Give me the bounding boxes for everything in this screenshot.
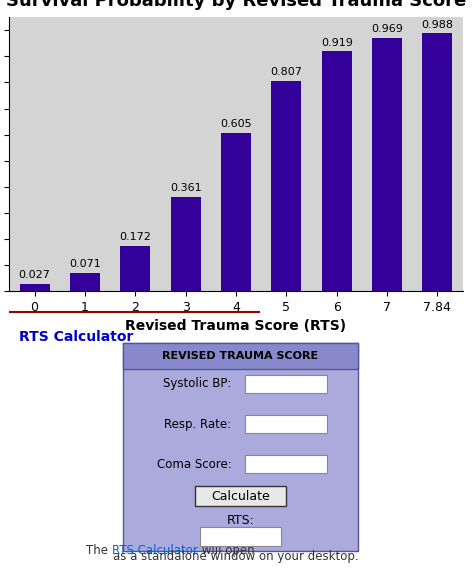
- Text: RTS Calculator: RTS Calculator: [112, 544, 198, 557]
- Text: will open: will open: [198, 544, 255, 557]
- Title: Survival Probability by Revised Trauma Score: Survival Probability by Revised Trauma S…: [6, 0, 466, 10]
- FancyBboxPatch shape: [123, 343, 358, 369]
- FancyBboxPatch shape: [200, 527, 281, 546]
- Text: 0.605: 0.605: [220, 119, 252, 130]
- Bar: [120, 246, 151, 291]
- FancyBboxPatch shape: [245, 415, 327, 433]
- Bar: [19, 284, 50, 291]
- Text: REVISED TRAUMA SCORE: REVISED TRAUMA SCORE: [162, 351, 319, 361]
- Text: 0.027: 0.027: [19, 270, 51, 280]
- Bar: [170, 197, 201, 291]
- FancyBboxPatch shape: [195, 487, 286, 506]
- Text: Resp. Rate:: Resp. Rate:: [164, 418, 231, 430]
- Text: 0.919: 0.919: [321, 37, 353, 48]
- Text: The: The: [86, 544, 112, 557]
- Bar: [271, 81, 302, 291]
- Text: Systolic BP:: Systolic BP:: [163, 377, 231, 390]
- X-axis label: Revised Trauma Score (RTS): Revised Trauma Score (RTS): [126, 319, 346, 334]
- Text: 0.071: 0.071: [69, 259, 101, 268]
- Text: Calculate: Calculate: [211, 490, 270, 503]
- Text: 0.969: 0.969: [371, 25, 403, 35]
- Bar: [70, 272, 100, 291]
- Text: 0.807: 0.807: [270, 67, 302, 77]
- FancyBboxPatch shape: [245, 374, 327, 393]
- Bar: [221, 133, 251, 291]
- Text: RTS Calculator: RTS Calculator: [18, 331, 133, 344]
- Bar: [321, 51, 352, 291]
- Text: 0.361: 0.361: [170, 183, 202, 193]
- FancyBboxPatch shape: [245, 455, 327, 473]
- Text: RTS:: RTS:: [227, 514, 254, 527]
- Bar: [372, 39, 402, 291]
- Bar: [422, 33, 453, 291]
- Text: as a standalone window on your desktop.: as a standalone window on your desktop.: [113, 550, 359, 563]
- Text: 0.172: 0.172: [119, 232, 151, 242]
- FancyBboxPatch shape: [123, 343, 358, 551]
- Text: Coma Score:: Coma Score:: [157, 458, 231, 471]
- Text: 0.988: 0.988: [421, 20, 454, 29]
